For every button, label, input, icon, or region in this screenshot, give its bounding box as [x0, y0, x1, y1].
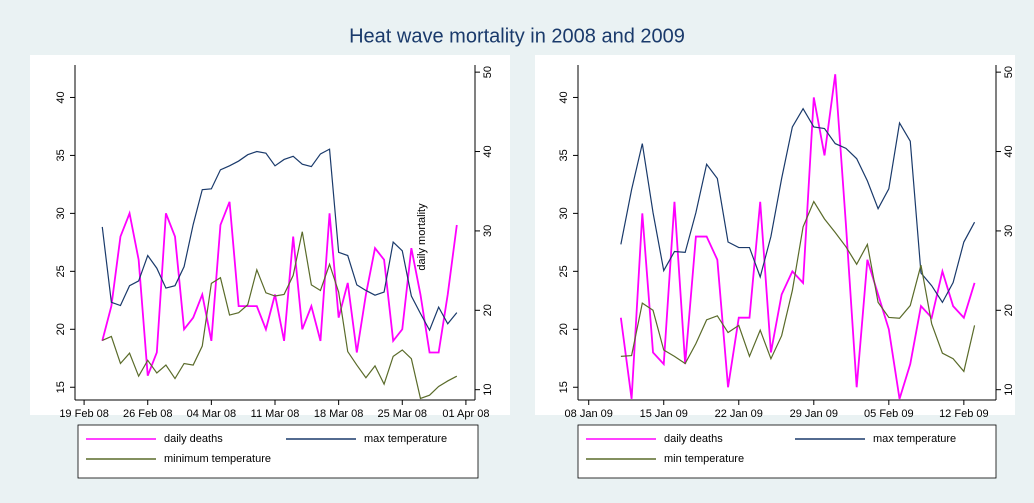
y-tick-label: 15 [558, 381, 570, 393]
y-tick-label: 15 [55, 381, 67, 393]
y2-axis-label: daily mortality [416, 203, 428, 271]
y-tick-label: 30 [558, 207, 570, 219]
legend-label: min temperature [664, 453, 744, 465]
y-tick-label: 35 [55, 149, 67, 161]
x-tick-label: 04 Mar 08 [187, 408, 237, 420]
y2-tick-label: 30 [1003, 225, 1015, 237]
y2-tick-label: 10 [1003, 384, 1015, 396]
legend-box [77, 424, 479, 479]
y2-tick-label: 40 [1003, 145, 1015, 157]
y2-tick-label: 30 [482, 225, 494, 237]
legend-box [577, 424, 997, 479]
x-tick-label: 19 Feb 08 [59, 408, 109, 420]
x-tick-label: 22 Jan 09 [715, 408, 763, 420]
y-tick-label: 25 [55, 265, 67, 277]
x-tick-label: 01 Apr 08 [442, 408, 489, 420]
y2-tick-label: 40 [482, 145, 494, 157]
legend-label: max temperature [873, 433, 956, 445]
series-line [619, 74, 976, 400]
legend-label: max temperature [364, 433, 447, 445]
panel-background [535, 55, 1015, 415]
series-line [101, 148, 458, 332]
series-line [620, 107, 976, 304]
y-tick-label: 40 [558, 91, 570, 103]
y-tick-label: 35 [558, 149, 570, 161]
series-line [620, 200, 976, 373]
y2-tick-label: 50 [1003, 66, 1015, 78]
y-tick-label: 20 [558, 323, 570, 335]
series-line [101, 201, 458, 376]
panel-background [30, 55, 510, 415]
y-tick-label: 30 [55, 207, 67, 219]
y-tick-label: 25 [558, 265, 570, 277]
x-tick-label: 26 Feb 08 [123, 408, 173, 420]
legend-label: daily deaths [664, 433, 723, 445]
y-tick-label: 40 [55, 91, 67, 103]
y2-tick-label: 20 [482, 304, 494, 316]
x-tick-label: 08 Jan 09 [565, 408, 613, 420]
x-tick-label: 29 Jan 09 [790, 408, 838, 420]
x-tick-label: 18 Mar 08 [314, 408, 364, 420]
legend-label: minimum temperature [164, 453, 271, 465]
y2-tick-label: 20 [1003, 304, 1015, 316]
legend-label: daily deaths [164, 433, 223, 445]
y2-tick-label: 10 [482, 384, 494, 396]
x-tick-label: 11 Mar 08 [251, 408, 300, 420]
y2-tick-label: 50 [482, 66, 494, 78]
series-line [102, 231, 458, 400]
chart-title: Heat wave mortality in 2008 and 2009 [349, 25, 685, 47]
x-tick-label: 05 Feb 09 [864, 408, 914, 420]
x-tick-label: 15 Jan 09 [640, 408, 688, 420]
x-tick-label: 25 Mar 08 [378, 408, 428, 420]
y-tick-label: 20 [55, 323, 67, 335]
x-tick-label: 12 Feb 09 [939, 408, 989, 420]
